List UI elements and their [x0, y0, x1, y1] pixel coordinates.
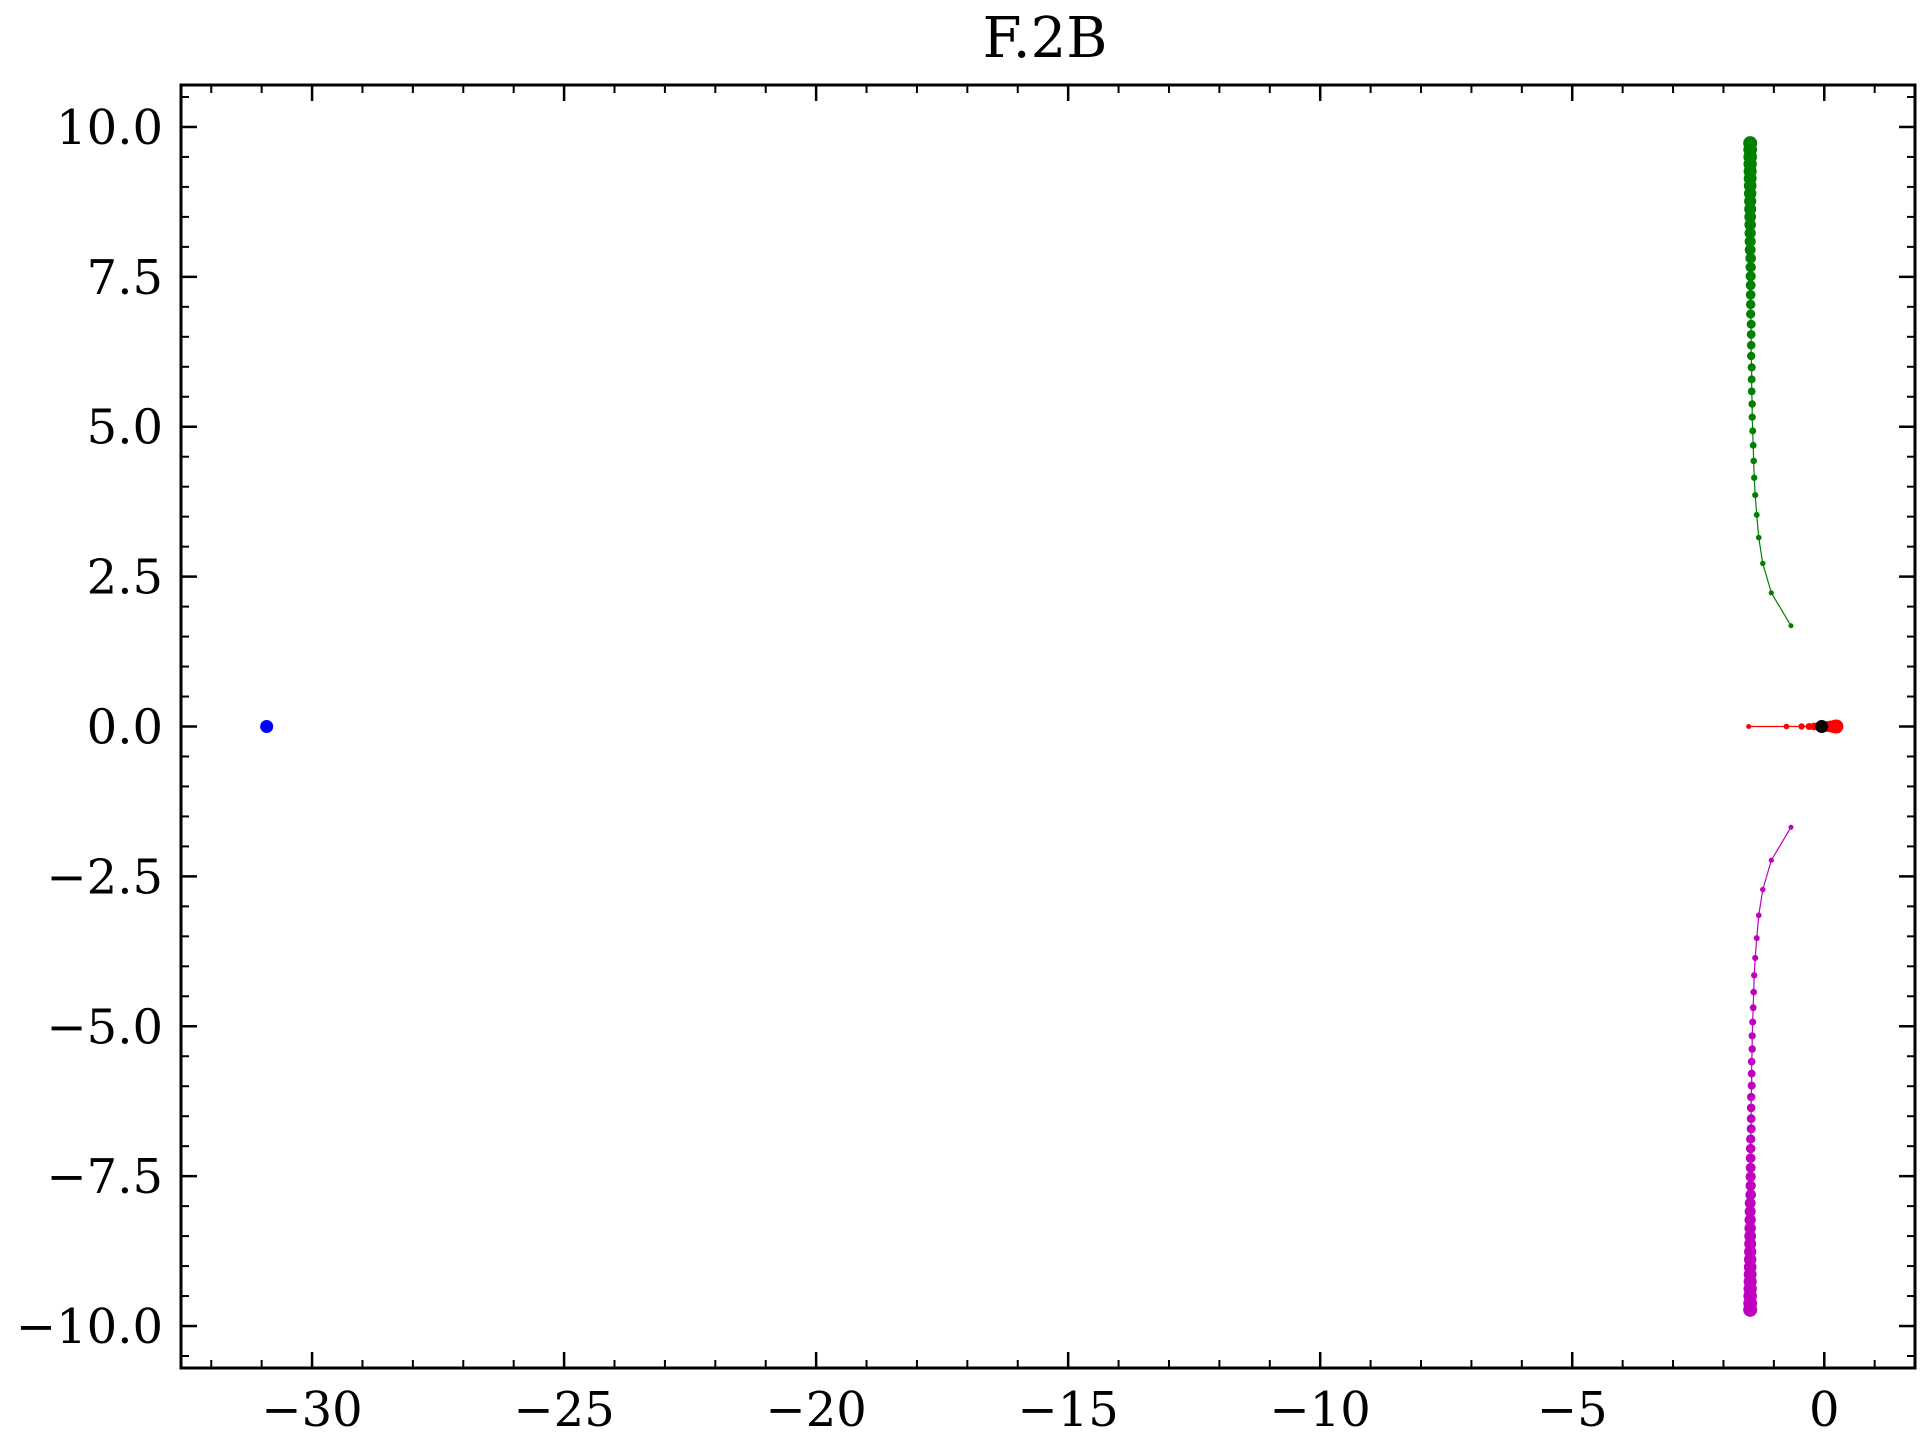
data-point: [1746, 1114, 1756, 1124]
data-point: [1750, 988, 1757, 996]
data-point: [1768, 857, 1774, 863]
data-point: [1745, 1180, 1756, 1191]
data-point: [1788, 623, 1794, 629]
data-point: [1746, 319, 1756, 329]
y-tick-label: 0.0: [87, 700, 163, 756]
data-point: [1788, 824, 1794, 830]
plot-frame: [179, 83, 1917, 1370]
y-tick-label: −5.0: [46, 999, 163, 1055]
x-tick-label: −15: [1018, 1382, 1119, 1438]
chart-title: F.2B: [983, 6, 1108, 71]
series-4: [260, 720, 274, 733]
data-point: [1744, 227, 1756, 239]
data-point: [1748, 1045, 1756, 1053]
data-point: [1748, 1032, 1756, 1040]
data-point: [1752, 954, 1759, 961]
data-point: [1745, 262, 1756, 273]
data-point: [1749, 427, 1757, 435]
y-tick-label: 7.5: [87, 250, 163, 306]
series-layer: [260, 136, 1844, 1317]
data-point: [1798, 723, 1805, 730]
y-tick-label: 5.0: [87, 400, 163, 456]
x-tick-label: 0: [1809, 1382, 1840, 1438]
data-point: [1745, 289, 1756, 300]
x-tick-label: −5: [1537, 1382, 1608, 1438]
data-point: [1746, 1134, 1756, 1144]
data-point: [1760, 886, 1766, 893]
data-point: [1753, 511, 1760, 518]
series-2: [1746, 719, 1844, 734]
data-point: [1748, 413, 1756, 421]
data-point: [1783, 723, 1790, 730]
data-point: [1744, 1197, 1756, 1209]
data-point: [1746, 351, 1756, 361]
data-point: [1829, 719, 1844, 734]
series-line: [1749, 143, 1792, 627]
data-point: [1746, 309, 1756, 319]
data-point: [1743, 1302, 1758, 1317]
data-point: [1745, 1171, 1756, 1182]
y-tick-label: −10.0: [16, 1299, 163, 1355]
data-point: [1745, 1162, 1756, 1173]
data-point: [1745, 1143, 1756, 1154]
data-point: [1747, 363, 1756, 372]
data-point: [1753, 935, 1760, 942]
series-3: [1815, 720, 1829, 733]
data-point: [1745, 280, 1756, 291]
y-tick-label: 2.5: [87, 550, 163, 606]
x-tick-label: −25: [513, 1382, 614, 1438]
data-point: [1745, 299, 1756, 310]
data-point: [1746, 329, 1756, 339]
y-tick-label: 10.0: [56, 100, 163, 156]
data-point: [1745, 1153, 1756, 1164]
data-point: [1747, 1057, 1756, 1066]
data-point: [1749, 1004, 1757, 1012]
data-point: [1743, 136, 1758, 151]
x-tick-label: −30: [261, 1382, 362, 1438]
data-point: [1746, 1124, 1756, 1134]
data-point: [1744, 1205, 1756, 1218]
y-tick-label: −2.5: [46, 849, 163, 905]
series-line: [1749, 826, 1792, 1310]
series-0: [1743, 136, 1794, 629]
data-point: [1744, 235, 1756, 248]
data-point: [1751, 474, 1758, 481]
data-point: [1749, 1018, 1757, 1026]
data-point: [1744, 1214, 1756, 1226]
x-tick-label: −10: [1270, 1382, 1371, 1438]
data-point: [1815, 720, 1829, 733]
data-point: [1751, 972, 1758, 979]
data-point: [1745, 1189, 1756, 1201]
data-point: [1755, 912, 1762, 919]
data-point: [1752, 492, 1759, 499]
x-tick-label: −20: [765, 1382, 866, 1438]
data-point: [1746, 1103, 1756, 1113]
data-point: [1746, 724, 1752, 729]
series-1: [1743, 824, 1794, 1317]
data-point: [1745, 271, 1756, 282]
data-point: [1744, 244, 1756, 256]
data-point: [1749, 441, 1757, 449]
data-point: [1746, 340, 1756, 350]
data-point: [1760, 560, 1766, 567]
data-point: [1747, 1069, 1756, 1078]
data-point: [1746, 1092, 1756, 1102]
data-point: [1747, 1081, 1756, 1090]
axes-ticks: −30 −25 −20 −15 −10 −5 0 10.0 7.5 5.0 2.5 0.0 −2.5 −5…: [16, 85, 1915, 1438]
data-point: [1747, 375, 1756, 384]
data-point: [1750, 457, 1757, 465]
data-point: [1745, 252, 1756, 264]
y-tick-label: −7.5: [46, 1149, 163, 1205]
data-point: [260, 720, 274, 733]
data-point: [1755, 534, 1762, 541]
data-point: [1768, 590, 1774, 596]
data-point: [1747, 387, 1756, 396]
data-point: [1748, 400, 1756, 408]
